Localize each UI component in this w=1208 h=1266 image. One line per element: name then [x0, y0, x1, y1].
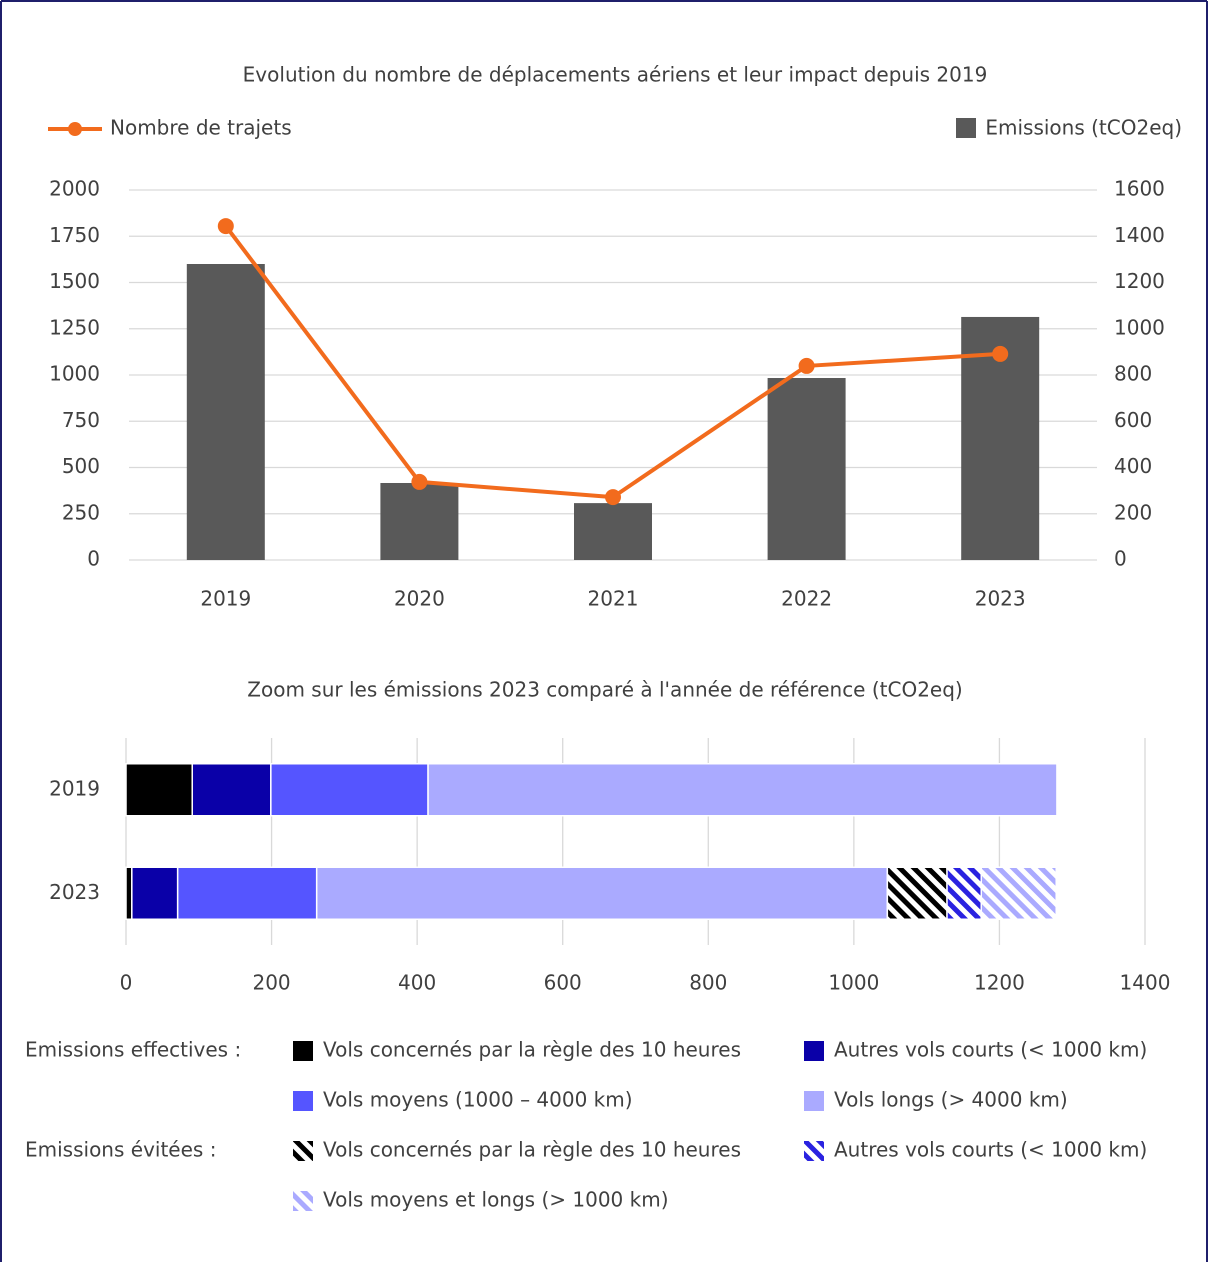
bar [574, 503, 652, 560]
y-tick-label: 2023 [49, 880, 100, 904]
line-marker [798, 357, 815, 374]
legend-swatch [293, 1091, 313, 1111]
y-tick-label: 500 [62, 454, 100, 478]
bar [380, 482, 459, 560]
y2-tick-label: 800 [1114, 362, 1152, 386]
legend-swatch [293, 1041, 313, 1061]
x-tick-label: 800 [689, 971, 727, 995]
x-tick-label: 400 [398, 971, 436, 995]
legend-swatch [804, 1041, 824, 1061]
legend-label: Autres vols courts (< 1000 km) [834, 1038, 1147, 1062]
legend-swatch [293, 1141, 313, 1161]
x-tick-label: 2022 [781, 587, 832, 611]
legend-label: Vols moyens et longs (> 1000 km) [323, 1188, 669, 1212]
x-tick-label: 0 [120, 971, 133, 995]
x-tick-label: 1000 [828, 971, 879, 995]
bar-segment [125, 866, 133, 920]
x-tick-label: 2019 [200, 587, 251, 611]
legend-label: Vols longs (> 4000 km) [834, 1088, 1068, 1112]
y-tick-label: 750 [62, 408, 100, 432]
bar-segment [270, 763, 429, 817]
bar-segment [191, 763, 272, 817]
y-tick-label: 2019 [49, 776, 100, 800]
chart-title: Evolution du nombre de déplacements aéri… [243, 63, 988, 87]
legend-label: Autres vols courts (< 1000 km) [834, 1138, 1147, 1162]
y-tick-label: 1500 [49, 269, 100, 293]
x-tick-label: 1400 [1120, 971, 1171, 995]
x-tick-label: 2020 [394, 587, 445, 611]
y2-tick-label: 1400 [1114, 223, 1165, 247]
legend-label: Nombre de trajets [110, 116, 292, 140]
y-tick-label: 0 [87, 547, 100, 571]
x-tick-label: 1200 [974, 971, 1025, 995]
legend-label: Vols moyens (1000 – 4000 km) [323, 1088, 633, 1112]
y2-tick-label: 0 [1114, 547, 1127, 571]
chart-title: Zoom sur les émissions 2023 comparé à l'… [247, 678, 962, 702]
legend-swatch [293, 1191, 313, 1211]
y2-tick-label: 600 [1114, 408, 1152, 432]
x-tick-label: 200 [252, 971, 290, 995]
x-tick-label: 2021 [588, 587, 639, 611]
y2-tick-label: 400 [1114, 454, 1152, 478]
bar [767, 378, 846, 560]
bar-segment [131, 866, 179, 920]
bar-segment [315, 866, 889, 920]
x-tick-label: 2023 [975, 587, 1026, 611]
bar [186, 264, 265, 560]
y-tick-label: 2000 [49, 177, 100, 201]
line-marker [605, 489, 621, 506]
line [224, 224, 1001, 500]
y-tick-label: 1000 [49, 362, 100, 386]
y2-tick-label: 1200 [1114, 269, 1165, 293]
legend-group-label: Emissions évitées : [25, 1138, 216, 1162]
y2-tick-label: 200 [1114, 500, 1152, 524]
bar-segment [886, 866, 948, 920]
line-marker [411, 473, 428, 490]
legend-swatch [956, 118, 976, 138]
legend-label: Emissions (tCO2eq) [985, 116, 1182, 140]
y2-tick-label: 1000 [1114, 315, 1165, 339]
legend-group-label: Emissions effectives : [25, 1038, 241, 1062]
bar-segment [125, 763, 193, 817]
y-tick-label: 1750 [49, 223, 100, 247]
x-tick-label: 600 [544, 971, 582, 995]
bar-segment [176, 866, 318, 920]
bar-segment [980, 866, 1057, 920]
y-tick-label: 250 [62, 500, 100, 524]
y-tick-label: 1250 [49, 315, 100, 339]
legend-marker [68, 122, 82, 136]
bar-segment [427, 763, 1058, 817]
legend-swatch [804, 1091, 824, 1111]
line-marker [992, 345, 1009, 362]
y2-tick-label: 1600 [1114, 177, 1165, 201]
line-marker [217, 218, 234, 235]
bar-segment [946, 866, 982, 920]
legend-label: Vols concernés par la règle des 10 heure… [323, 1138, 741, 1162]
legend-label: Vols concernés par la règle des 10 heure… [323, 1038, 741, 1062]
legend-swatch [804, 1141, 824, 1161]
